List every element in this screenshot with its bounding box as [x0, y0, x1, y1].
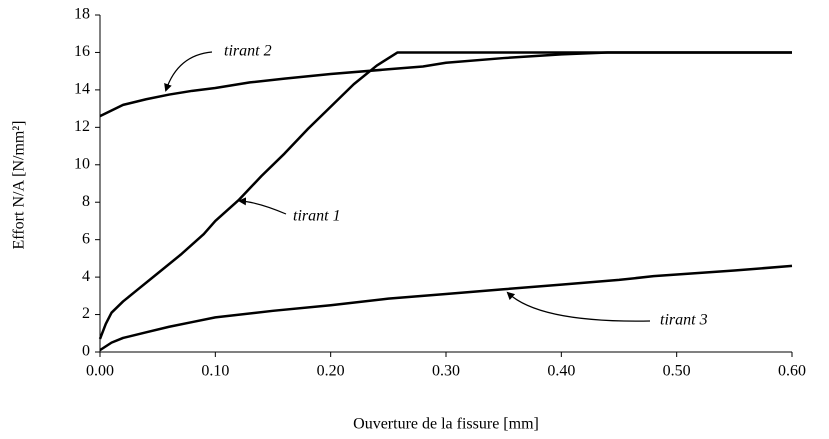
x-tick-label: 0.50	[663, 363, 691, 380]
annotation: tirant 2	[224, 43, 272, 60]
y-tick-label: 2	[82, 305, 90, 322]
y-axis-label: Effort N/A [N/mm²]	[11, 121, 28, 250]
y-tick-label: 10	[74, 155, 90, 172]
y-tick-label: 12	[74, 118, 90, 135]
series-line	[99, 51, 792, 118]
y-tick-label: 4	[82, 268, 90, 285]
y-tick-label: 0	[82, 343, 90, 360]
annotation-arrow	[238, 197, 287, 215]
x-tick-label: 0.20	[317, 363, 345, 380]
series-line	[98, 51, 792, 340]
y-tick-label: 8	[82, 193, 90, 210]
x-axis-label: Ouverture de la fissure [mm]	[353, 416, 539, 433]
x-tick-label: 0.60	[778, 363, 806, 380]
annotation-arrow	[164, 51, 213, 92]
annotation-arrow	[506, 291, 651, 322]
x-tick-label: 0.00	[86, 363, 114, 380]
annotation: tirant 3	[660, 312, 708, 329]
y-tick-label: 18	[74, 6, 90, 23]
annotation: tirant 1	[293, 208, 341, 225]
x-tick-label: 0.10	[201, 363, 229, 380]
x-tick-label: 0.30	[432, 363, 460, 380]
series-line	[99, 264, 793, 352]
y-tick-label: 16	[74, 43, 90, 60]
y-tick-label: 6	[82, 230, 90, 247]
x-tick-label: 0.40	[547, 363, 575, 380]
y-tick-label: 14	[74, 81, 90, 98]
